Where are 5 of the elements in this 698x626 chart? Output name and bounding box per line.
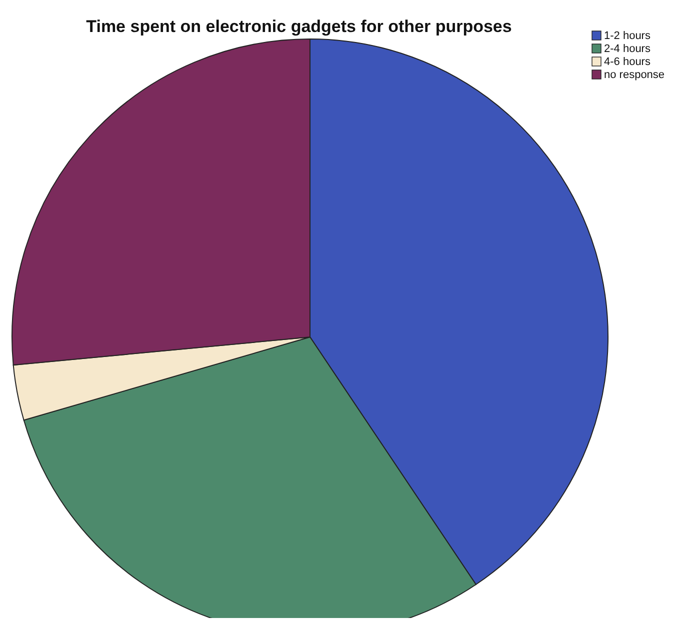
legend-label: 2-4 hours [604,43,651,55]
chart-title: Time spent on electronic gadgets for other purposes [86,17,512,36]
legend-label: 1-2 hours [604,30,651,42]
legend-label: 4-6 hours [604,56,651,68]
legend-label: no response [604,69,665,81]
